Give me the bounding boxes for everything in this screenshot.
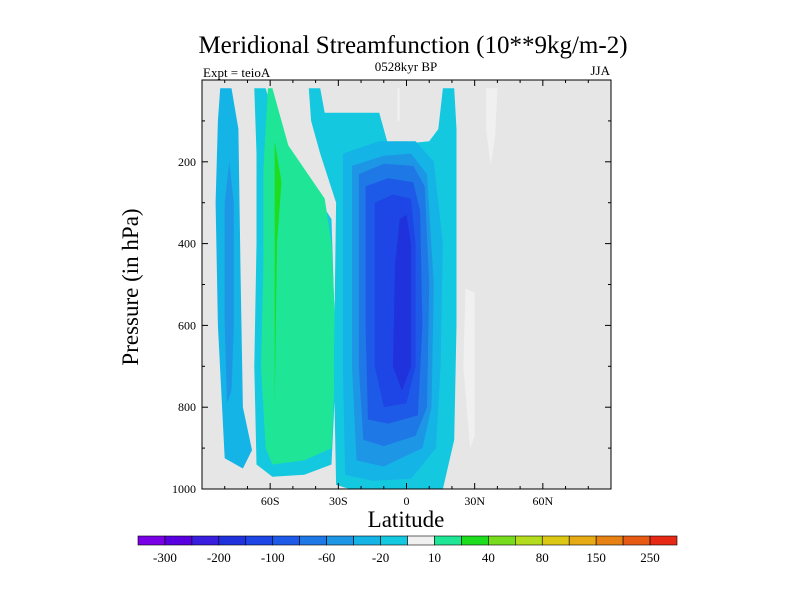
colorbar-swatch <box>353 535 381 546</box>
colorbar-swatch <box>622 535 651 546</box>
season-label: JJA <box>590 63 610 78</box>
colorbar-swatch <box>326 535 354 546</box>
chart-title: Meridional Streamfunction (10**9kg/m-2) <box>198 32 627 59</box>
colorbar-swatch <box>407 535 435 546</box>
colorbar-tick-label: -300 <box>153 550 177 565</box>
colorbar-tick-label: 250 <box>640 550 660 565</box>
x-axis-label: Latitude <box>368 507 445 532</box>
colorbar-swatch <box>191 535 220 546</box>
colorbar-swatch <box>461 535 489 546</box>
colorbar-swatch <box>595 535 624 546</box>
y-tick-label: 1000 <box>172 482 196 496</box>
time-label: 0528kyr BP <box>375 59 437 74</box>
colorbar-tick-label: 150 <box>586 550 606 565</box>
plot-area <box>201 79 612 490</box>
x-tick-label: 60S <box>261 494 280 508</box>
colorbar-tick-label: -100 <box>261 550 285 565</box>
contour-cell-antarctic-core <box>224 161 234 404</box>
contour-cell-north-thin <box>463 288 475 449</box>
colorbar-swatch <box>434 535 462 546</box>
colorbar-swatch <box>272 535 301 546</box>
contour-cell-hadley-core <box>392 215 411 391</box>
colorbar-tick-label: 10 <box>428 550 441 565</box>
colorbar-swatch <box>649 535 678 546</box>
colorbar-swatch <box>541 535 570 546</box>
colorbar-swatch <box>164 535 193 546</box>
colorbar-swatch <box>514 535 543 546</box>
colorbar-swatch <box>488 535 516 546</box>
colorbar-swatch <box>245 535 274 546</box>
x-tick-label: 0 <box>404 494 410 508</box>
x-tick-label: 60N <box>532 494 553 508</box>
contour-cell-north-upper <box>486 88 498 166</box>
x-tick-label: 30N <box>464 494 485 508</box>
colorbar-swatch <box>380 535 408 546</box>
y-tick-label: 800 <box>178 400 196 414</box>
colorbar-tick-label: -20 <box>372 550 389 565</box>
colorbar-tick-label: 80 <box>536 550 549 565</box>
y-tick-label: 200 <box>178 155 196 169</box>
experiment-label: Expt = teioA <box>203 65 271 80</box>
colorbar-swatch <box>137 535 166 546</box>
colorbar: -300 -200 -100 -60 -20 10 40 80 150 250 <box>137 535 678 565</box>
contour-cell-north-line <box>397 88 400 121</box>
y-tick-label: 600 <box>178 318 196 332</box>
x-tick-label: 30S <box>329 494 348 508</box>
y-axis-label: Pressure (in hPa) <box>118 208 143 365</box>
colorbar-swatch <box>218 535 247 546</box>
colorbar-swatch <box>299 535 327 546</box>
colorbar-swatch <box>568 535 597 546</box>
x-axis-ticks: 60S 30S 0 30N 60N <box>224 80 589 508</box>
colorbar-tick-label: -60 <box>318 550 335 565</box>
contour-cell-south-lightgreen <box>274 141 282 408</box>
y-axis-ticks: 200 400 600 800 1000 <box>172 120 611 496</box>
colorbar-tick-label: -200 <box>207 550 231 565</box>
y-tick-label: 400 <box>178 237 196 251</box>
colorbar-tick-label: 40 <box>482 550 495 565</box>
